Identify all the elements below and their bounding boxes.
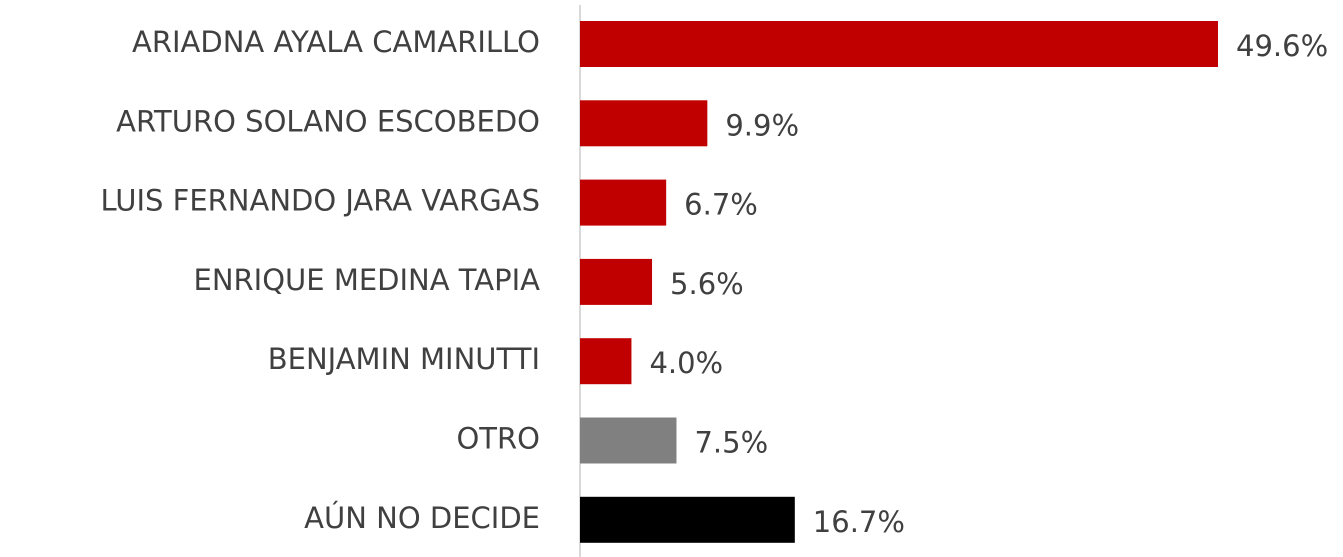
category-label: AÚN NO DECIDE [304,501,540,535]
bar [580,417,677,464]
bar [580,21,1218,67]
bar [580,100,708,147]
value-label: 9.9% [725,108,799,142]
bar [580,179,667,226]
category-label: ENRIQUE MEDINA TAPIA [194,263,541,297]
value-label: 5.6% [670,267,744,301]
value-label: 6.7% [684,188,758,222]
category-label: OTRO [456,422,540,456]
category-label: BENJAMIN MINUTTI [268,342,540,376]
bar [580,496,795,543]
category-label: LUIS FERNANDO JARA VARGAS [101,184,540,218]
value-label: 16.7% [813,505,905,539]
category-label: ARTURO SOLANO ESCOBEDO [116,104,540,138]
bar [580,258,653,305]
category-label: ARIADNA AYALA CAMARILLO [132,25,540,59]
value-label: 7.5% [694,426,768,460]
value-label: 4.0% [649,346,723,380]
bar [580,338,632,385]
value-label: 49.6% [1236,29,1328,63]
